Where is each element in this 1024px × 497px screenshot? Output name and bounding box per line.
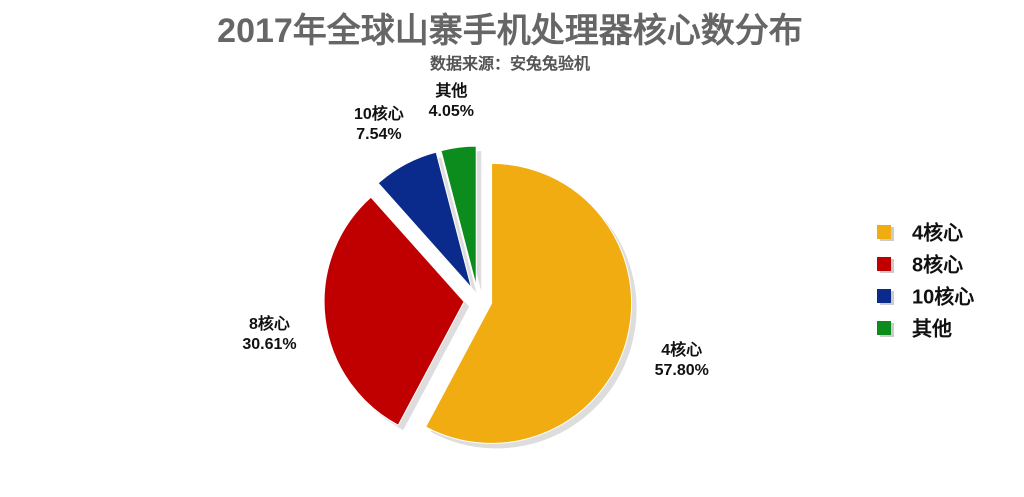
legend-swatch: [877, 289, 891, 303]
legend-swatch: [877, 257, 891, 271]
data-label-value: 57.80%: [655, 362, 709, 379]
pie-slice: [440, 145, 477, 287]
pie-slice: [425, 162, 632, 444]
pie-slice: [323, 196, 465, 426]
chart-title: 2017年全球山寨手机处理器核心数分布: [217, 11, 803, 50]
data-label-name: 其他: [435, 81, 467, 100]
data-label-name: 4核心: [661, 340, 702, 359]
legend-label: 4核心: [912, 220, 963, 244]
data-label-value: 7.54%: [356, 126, 401, 143]
data-label-name: 10核心: [354, 104, 404, 123]
data-label-name: 8核心: [249, 314, 290, 333]
legend-swatch: [877, 225, 891, 239]
data-label-value: 4.05%: [429, 103, 474, 120]
chart-subtitle: 数据来源：安兔兔验机: [430, 54, 590, 73]
legend-label: 其他: [912, 316, 952, 340]
pie-slice: [377, 151, 472, 288]
legend-label: 10核心: [912, 284, 974, 308]
legend-swatch: [877, 321, 891, 335]
legend-label: 8核心: [912, 252, 963, 276]
data-label-value: 30.61%: [242, 336, 296, 353]
